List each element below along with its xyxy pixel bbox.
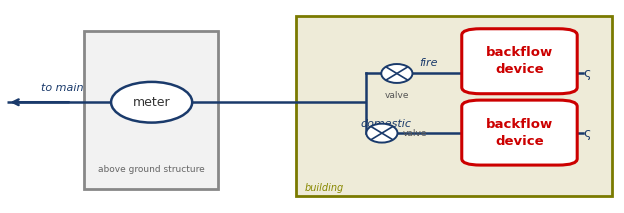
Text: meter: meter bbox=[133, 96, 170, 109]
Ellipse shape bbox=[366, 124, 397, 142]
Text: backflow
device: backflow device bbox=[486, 118, 553, 148]
Bar bbox=[84, 31, 218, 189]
Text: ς: ς bbox=[583, 67, 590, 80]
Text: to main: to main bbox=[41, 83, 83, 93]
Text: ς: ς bbox=[583, 127, 590, 140]
FancyBboxPatch shape bbox=[462, 100, 577, 165]
FancyBboxPatch shape bbox=[462, 29, 577, 94]
Text: backflow
device: backflow device bbox=[486, 46, 553, 76]
Bar bbox=[296, 16, 612, 196]
Text: fire: fire bbox=[419, 58, 438, 68]
Text: domestic: domestic bbox=[361, 119, 412, 129]
Ellipse shape bbox=[381, 64, 412, 83]
Text: valve: valve bbox=[402, 129, 427, 138]
Text: above ground structure: above ground structure bbox=[98, 165, 205, 174]
Ellipse shape bbox=[111, 82, 192, 123]
Text: valve: valve bbox=[384, 91, 409, 101]
Text: building: building bbox=[305, 183, 344, 193]
